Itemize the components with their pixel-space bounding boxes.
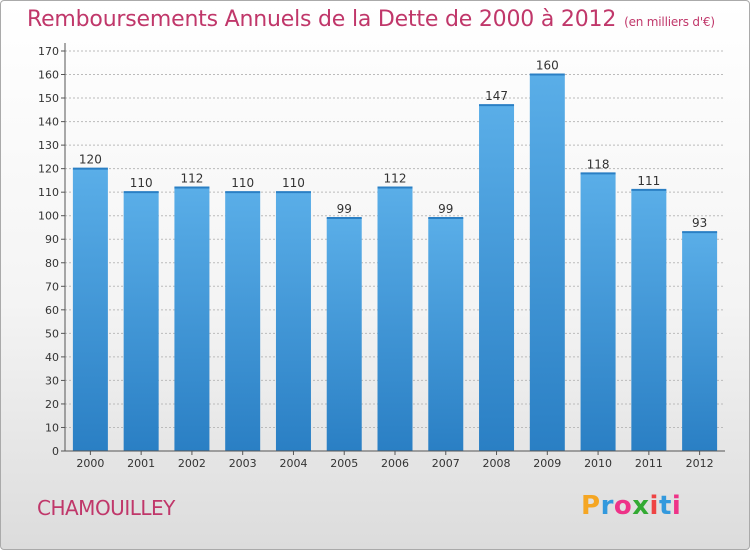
x-tick-label: 2005 [330, 457, 358, 470]
bar [479, 105, 515, 451]
bar [529, 74, 565, 451]
y-tick-label: 170 [38, 45, 59, 58]
bar [123, 192, 159, 452]
logo-letter: r [600, 491, 614, 521]
y-tick-label: 80 [45, 257, 59, 270]
y-tick-label: 10 [45, 421, 59, 434]
data-label: 93 [692, 216, 707, 230]
bar [72, 168, 108, 451]
y-tick-label: 100 [38, 210, 59, 223]
x-tick-label: 2006 [381, 457, 409, 470]
y-tick-label: 110 [38, 186, 59, 199]
data-label: 160 [536, 59, 559, 73]
data-label: 112 [384, 171, 407, 185]
logo-letter: i [671, 491, 682, 521]
data-label: 112 [180, 171, 203, 185]
proxiti-logo: Proxiti [581, 491, 681, 521]
y-tick-label: 130 [38, 139, 59, 152]
y-tick-label: 120 [38, 163, 59, 176]
bar [326, 218, 362, 451]
data-label: 110 [231, 176, 254, 190]
city-name: CHAMOUILLEY [37, 496, 175, 520]
bar [225, 192, 261, 452]
bar [631, 189, 667, 451]
data-label: 110 [282, 176, 305, 190]
x-tick-label: 2010 [584, 457, 612, 470]
y-tick-label: 90 [45, 233, 59, 246]
chart-title: Remboursements Annuels de la Dette de 20… [27, 7, 715, 32]
chart-title-text: Remboursements Annuels de la Dette de 20… [27, 7, 617, 32]
x-tick-label: 2011 [635, 457, 663, 470]
logo-letter: x [632, 491, 650, 521]
bar [174, 187, 210, 451]
data-label: 111 [637, 174, 660, 188]
logo-letter: t [658, 491, 672, 521]
data-label: 99 [337, 202, 352, 216]
y-tick-label: 140 [38, 116, 59, 129]
data-label: 118 [587, 157, 610, 171]
y-tick-label: 30 [45, 374, 59, 387]
y-tick-label: 0 [52, 445, 59, 458]
y-tick-label: 60 [45, 304, 59, 317]
data-label: 110 [130, 176, 153, 190]
y-tick-label: 20 [45, 398, 59, 411]
data-label: 99 [438, 202, 453, 216]
logo-letter: i [649, 491, 659, 521]
y-tick-label: 160 [38, 69, 59, 82]
bar [377, 187, 413, 451]
data-label: 147 [485, 89, 508, 103]
y-tick-label: 50 [45, 327, 59, 340]
logo-letter: o [613, 491, 633, 521]
x-tick-label: 2012 [686, 457, 714, 470]
y-tick-label: 40 [45, 351, 59, 364]
y-tick-label: 150 [38, 92, 59, 105]
unit-label: (en milliers d'€) [624, 15, 715, 29]
data-label: 120 [79, 153, 102, 167]
bar [682, 232, 718, 451]
x-tick-label: 2003 [229, 457, 257, 470]
bar [275, 192, 311, 452]
x-tick-label: 2004 [279, 457, 307, 470]
x-tick-label: 2000 [76, 457, 104, 470]
x-tick-label: 2007 [432, 457, 460, 470]
x-tick-label: 2009 [533, 457, 561, 470]
x-tick-label: 2002 [178, 457, 206, 470]
bar [580, 173, 616, 451]
logo-letter: P [581, 491, 601, 521]
x-tick-label: 2008 [483, 457, 511, 470]
x-tick-label: 2001 [127, 457, 155, 470]
bar [428, 218, 464, 451]
y-tick-label: 70 [45, 280, 59, 293]
